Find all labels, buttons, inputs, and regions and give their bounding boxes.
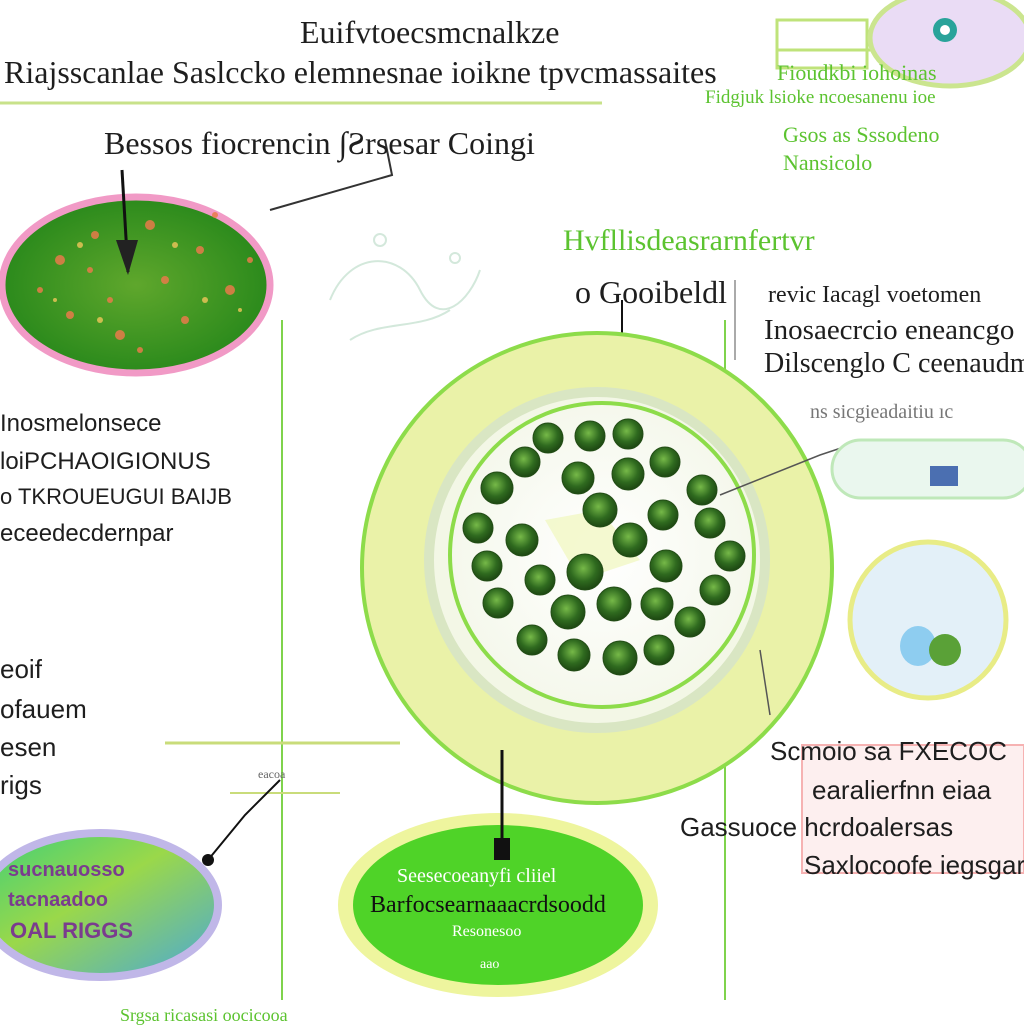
left-note-3: o TKROUEUGUI BAIJB [0,484,232,509]
mid-left-line-label: eacoa [258,767,286,781]
right-note-1: revic Iacagl voetomen [768,282,982,308]
bottom-left-badge-line-1: sucnauosso [8,859,125,881]
top-right-cell [867,0,1024,89]
lower-right-box [801,744,1024,874]
tissue-speckles [37,212,253,353]
right-cell-circle [847,539,1009,701]
left-note-4: eceedecdernpar [0,520,174,547]
bottom-left-badge-line-3: OAL RIGGS [10,918,134,943]
bottom-center-line-4: aao [480,957,500,972]
left-short-4: rigs [0,770,42,800]
bottom-center-line-3: Resonesoo [452,923,522,940]
faint-sketch [329,233,481,341]
tissue-sample-oval [0,193,274,377]
lower-right-line-1: Scmoio sa FXECOC [770,736,1007,766]
inner-highlight [545,510,640,580]
right-cell-nucleus [900,626,936,666]
lower-right-line-4: Saxlocoofe iegsgar [804,850,1024,880]
top-right-line-2: Fidgjuk lsioke ncoesanenu ioe [705,87,936,108]
left-short-2: ofauem [0,694,87,724]
bottom-center-line-2: Barfocsearnaaacrdsoodd [370,892,606,918]
top-right-line-3: Gsos as Sssodeno [783,122,940,147]
dish-pointer-down [759,649,771,716]
chloroplast-cells [462,418,746,676]
right-note-2: Inosaecrcio eneancgo [764,314,1015,346]
bottom-center-line-1: Seesecoeanyfi cliiel [397,865,557,887]
left-note-2: loiPCHAOIGIONUS [0,448,211,475]
right-note-3: Dilscenglo C ceenaudm [764,348,1024,379]
top-right-line-1: Fioudkbi iohoinas [777,60,937,85]
bottom-left-badge [0,829,222,981]
center-heading: Hvfllisdeasrarnfertvr [563,224,815,257]
header-pointer [269,139,394,211]
bottom-left-pointer [207,779,281,861]
top-right-line-4: Nansicolo [783,150,873,175]
left-note-1: Inosmelonsece [0,410,162,437]
title-line-1: Euifvtoecsmcnalkze [300,14,560,50]
lower-right-line-2: earalierfnn eiaa [812,775,992,805]
bottom-left-badge-line-2: tacnaadoo [8,889,109,911]
left-short-1: eoif [0,654,42,684]
capsule-bar [830,438,1024,500]
subtitle: Bessos fiocrencin ∫Ƨrsesar Coingi [104,125,535,161]
header-right-box [775,18,869,70]
right-pointer-label: ns sicgieadaitiu ıc [810,401,954,423]
lower-right-line-3: Gassuoce hcrdoalersas [680,812,954,842]
title-line-2: Riajsscanlae Saslccko elemnesnae ioikne … [4,54,717,90]
bottom-strip: Srgsa ricasasi oocicooa [120,1005,288,1025]
left-short-3: esen [0,732,57,762]
center-subheading: o Gooibeldl [575,274,727,310]
